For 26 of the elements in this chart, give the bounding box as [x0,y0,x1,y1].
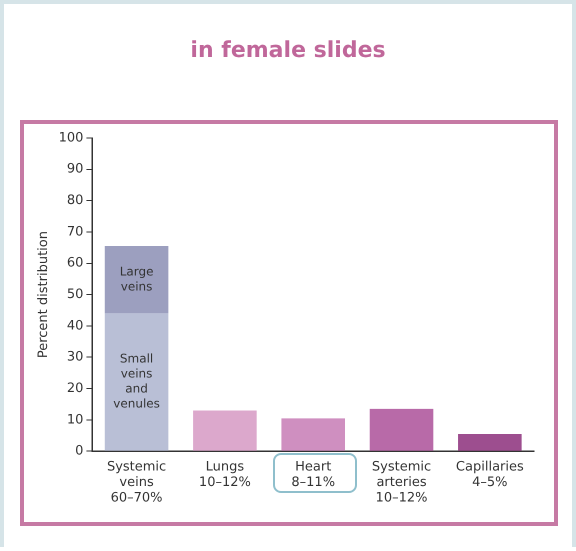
x-tick-label: Systemic arteries 10–12% [372,459,432,506]
bar [370,408,434,451]
y-tick-label: 60 [66,256,84,271]
bar [104,313,168,451]
x-tick-label: Capillaries 4–5% [456,459,524,490]
y-tick-label: 10 [66,412,84,428]
x-tick-label: Lungs 10–12% [198,459,251,490]
y-tick-label: 50 [66,286,84,302]
x-tick-label: Systemic veins 60–70% [106,459,166,506]
y-tick-label: 80 [66,193,84,208]
x-tick-label: Heart 8–11% [291,459,336,490]
series-label: Small veins and venules [113,352,160,411]
y-tick-label: 0 [75,444,84,459]
y-tick-label: 100 [58,130,84,146]
bar [458,434,522,451]
y-tick-label: 70 [66,224,84,240]
y-axis-title: Percent distribution [36,231,52,358]
y-tick-label: 90 [66,162,84,177]
y-tick-label: 20 [66,380,84,396]
y-tick-label: 40 [66,318,84,334]
bar [281,418,345,451]
bar [193,410,257,451]
series-label: Large veins [120,264,154,294]
y-tick-label: 30 [66,350,84,365]
chart-title: in female slides [189,38,387,63]
bar [104,246,168,314]
